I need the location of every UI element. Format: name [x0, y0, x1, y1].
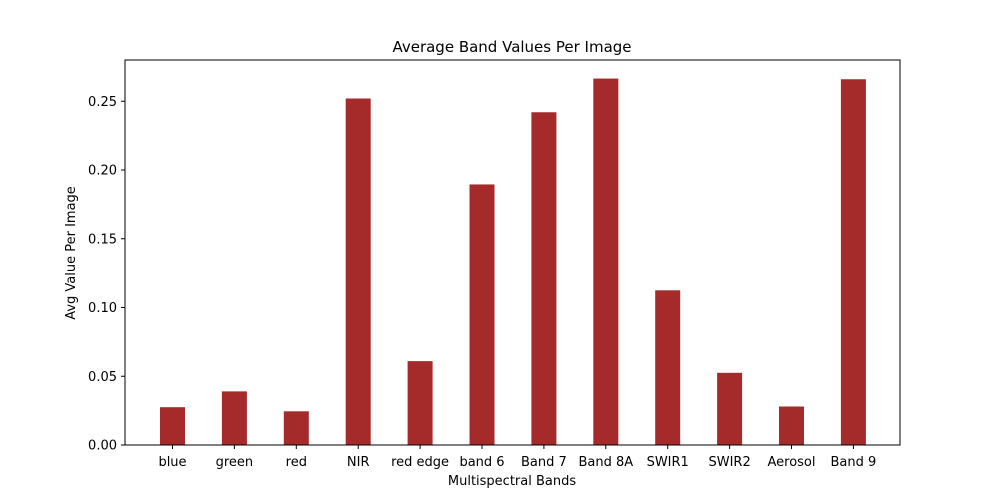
y-tick-label: 0.25 — [88, 95, 117, 110]
x-tick-label: red — [286, 455, 307, 470]
bar-swir2 — [717, 372, 743, 445]
x-tick-label: band 6 — [459, 455, 504, 470]
bar-band-9 — [840, 79, 866, 445]
y-tick-label: 0.15 — [88, 232, 117, 247]
y-tick-label: 0.05 — [88, 370, 117, 385]
bar-band-8a — [593, 78, 619, 445]
bar-nir — [345, 98, 371, 445]
bar-band-6 — [469, 184, 495, 445]
bars-group — [160, 78, 866, 445]
bar-band-7 — [531, 112, 557, 445]
plot-frame — [124, 59, 901, 446]
bar-red-edge — [407, 361, 433, 445]
x-tick-label: NIR — [347, 455, 370, 470]
x-tick-label: Band 7 — [521, 455, 567, 470]
x-axis-label: Multispectral Bands — [448, 474, 576, 489]
x-tick-label: Aerosol — [767, 455, 815, 470]
chart-title: Average Band Values Per Image — [392, 38, 631, 56]
x-tick-label: Band 8A — [578, 455, 633, 470]
y-axis: 0.00 0.05 0.10 0.15 0.20 0.25 — [88, 95, 125, 454]
bar-swir1 — [655, 290, 681, 445]
x-tick-label: red edge — [391, 455, 449, 470]
x-tick-label: SWIR1 — [647, 455, 689, 470]
x-tick-label: green — [216, 455, 254, 470]
x-tick-label: blue — [158, 455, 186, 470]
bar-red — [283, 411, 309, 445]
x-tick-label: Band 9 — [831, 455, 877, 470]
x-axis: blue green red NIR red edge band 6 Band 7 Band … — [158, 445, 876, 470]
y-tick-label: 0.00 — [88, 439, 117, 454]
x-tick-label: SWIR2 — [708, 455, 750, 470]
y-axis-label: Avg Value Per Image — [64, 186, 79, 320]
y-tick-label: 0.20 — [88, 164, 117, 179]
bar-green — [221, 391, 247, 445]
bar-blue — [160, 407, 185, 445]
bar-aerosol — [779, 406, 804, 445]
y-tick-label: 0.10 — [88, 301, 117, 316]
